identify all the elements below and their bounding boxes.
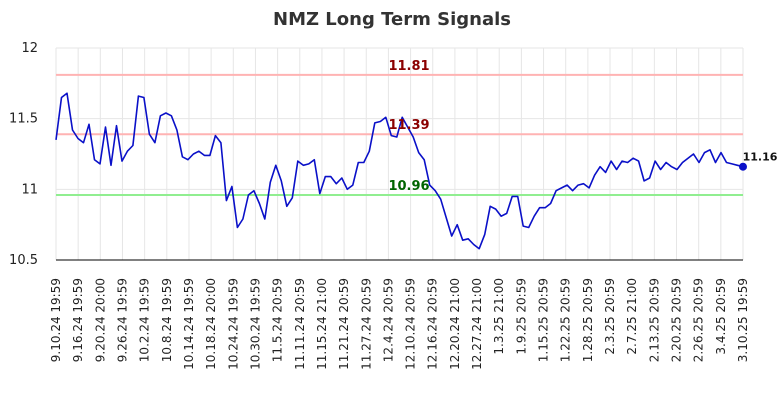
x-tick-label: 11.15.24 21:00 xyxy=(315,278,329,370)
reference-line-label: 11.81 xyxy=(388,59,429,74)
x-tick-label: 10.24.24 19:59 xyxy=(226,278,240,370)
series-line xyxy=(55,92,744,250)
y-tick-label: 11 xyxy=(21,182,38,197)
x-tick-label: 12.10.24 20:59 xyxy=(404,278,418,370)
x-tick-label: 9.16.24 19:59 xyxy=(71,278,85,362)
x-tick-label: 10.2.24 19:59 xyxy=(138,278,152,362)
x-tick-label: 9.26.24 19:59 xyxy=(115,278,129,362)
y-tick-label: 10.5 xyxy=(9,253,38,268)
y-tick-label: 11.5 xyxy=(9,112,38,127)
x-tick-label: 1.15.25 20:59 xyxy=(537,278,551,362)
x-tick-label: 2.7.25 21:00 xyxy=(625,278,639,355)
x-tick-label: 10.30.24 19:59 xyxy=(248,278,262,370)
reference-lines xyxy=(56,73,743,196)
x-tick-label: 2.3.25 20:59 xyxy=(603,278,617,355)
x-tick-label: 12.20.24 21:00 xyxy=(448,278,462,370)
last-value-label: 11.16 xyxy=(743,151,778,164)
x-tick-label: 2.13.25 20:59 xyxy=(647,278,661,362)
reference-line-label: 11.39 xyxy=(388,118,429,133)
x-tick-label: 2.26.25 20:59 xyxy=(692,278,706,362)
x-tick-label: 3.4.25 20:59 xyxy=(714,278,728,355)
x-tick-label: 11.27.24 20:59 xyxy=(359,278,373,370)
x-tick-label: 10.18.24 20:00 xyxy=(204,278,218,370)
x-tick-label: 1.28.25 20:59 xyxy=(581,278,595,362)
x-tick-label: 3.10.25 19:59 xyxy=(736,278,750,362)
x-tick-label: 12.27.24 21:00 xyxy=(470,278,484,370)
x-tick-label: 9.20.24 20:00 xyxy=(93,278,107,362)
axes: 10.5 11 11.5 12 9.10.24 19:59 9.16.24 19:59 9.… xyxy=(9,41,750,370)
grid xyxy=(55,47,744,261)
x-tick-label: 1.22.25 20:59 xyxy=(559,278,573,362)
x-tick-label: 2.20.25 20:59 xyxy=(670,278,684,362)
last-point-marker xyxy=(739,162,747,171)
x-tick-label: 11.11.24 20:59 xyxy=(293,278,307,370)
y-tick-label: 12 xyxy=(21,41,38,56)
x-tick-label: 10.8.24 19:59 xyxy=(160,278,174,362)
chart-title: NMZ Long Term Signals xyxy=(273,9,511,30)
x-tick-label: 11.21.24 20:59 xyxy=(337,278,351,370)
x-tick-label: 11.5.24 20:59 xyxy=(271,278,285,362)
x-tick-label: 10.14.24 19:59 xyxy=(182,278,196,370)
x-tick-label: 1.9.25 20:59 xyxy=(514,278,528,355)
annotations: 11.81 11.39 10.96 11.16 xyxy=(388,59,777,194)
x-tick-label: 12.16.24 20:59 xyxy=(426,278,440,370)
x-tick-label: 12.4.24 20:59 xyxy=(381,278,395,362)
reference-line-label: 10.96 xyxy=(388,179,429,194)
x-tick-label: 1.3.25 21:00 xyxy=(492,278,506,355)
series-layer xyxy=(55,92,747,250)
x-tick-label: 9.10.24 19:59 xyxy=(49,278,63,362)
